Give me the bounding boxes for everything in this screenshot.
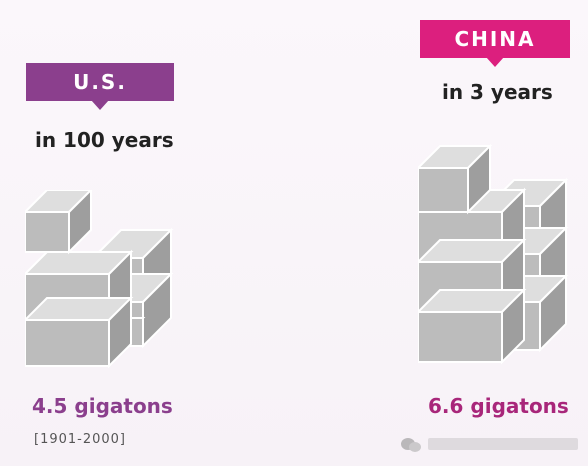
us-country-label: U.S. (73, 70, 127, 94)
china-period-label: in 3 years (442, 80, 553, 104)
china-block-stack (418, 143, 569, 365)
china-country-tag: CHINA (420, 20, 570, 67)
us-block-stack (25, 190, 174, 369)
wechat-watermark-icon (401, 438, 578, 452)
us-block-bottom-side (108, 295, 132, 369)
china-block-4-front (418, 311, 503, 363)
us-block-bottom-front (25, 319, 110, 367)
us-period-label: in 100 years (35, 128, 174, 152)
us-block-top-side (68, 190, 92, 255)
us-block-top-front (25, 211, 70, 253)
us-block-back-2-side (142, 271, 172, 349)
china-block-back-3-side (539, 273, 567, 353)
watermark (398, 434, 586, 454)
china-panel: CHINA in 3 years 6.6 gigatons (400, 0, 588, 466)
us-amount-label: 4.5 gigatons (32, 394, 173, 418)
us-panel: U.S. in 100 years 4.5 gigatons [1901-200… (0, 0, 250, 466)
us-country-tag: U.S. (26, 63, 174, 110)
china-block-4-side (501, 287, 525, 365)
china-country-label: CHINA (454, 27, 536, 51)
china-amount-label: 6.6 gigatons (428, 394, 569, 418)
us-years-note: [1901-2000] (34, 432, 127, 447)
china-block-top-front (418, 167, 469, 213)
china-block-top-side (467, 143, 491, 215)
